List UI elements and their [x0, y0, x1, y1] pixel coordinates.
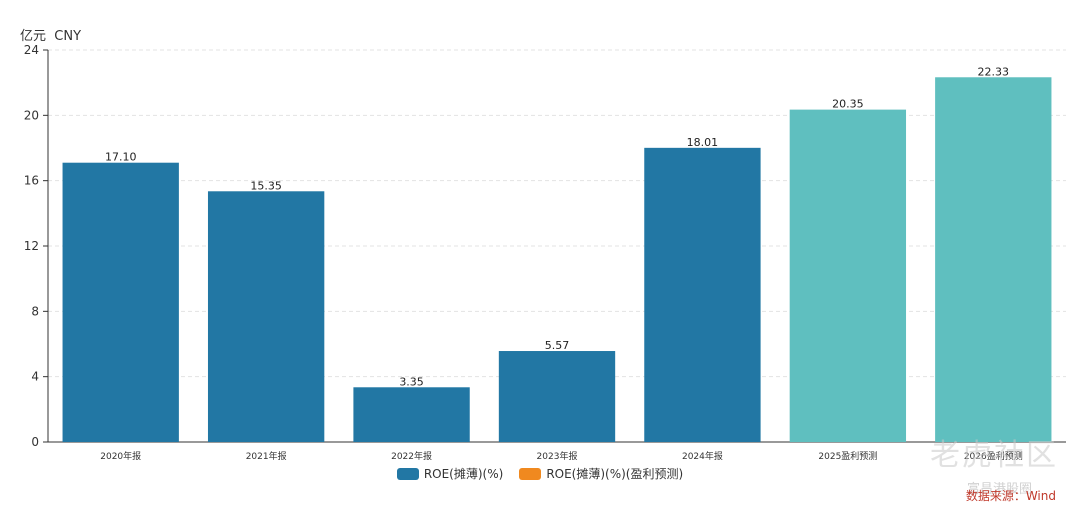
- y-tick-label: 16: [24, 174, 39, 188]
- watermark-logo: 老虎社区: [930, 438, 1058, 473]
- y-tick-label: 12: [24, 239, 39, 253]
- bar-value-label: 22.33: [978, 65, 1010, 78]
- y-tick-label: 8: [31, 304, 39, 318]
- legend-label-forecast: ROE(摊薄)(%)(盈利预测): [546, 467, 684, 481]
- y-tick-label: 4: [31, 370, 39, 384]
- unit-label: 亿元 CNY: [20, 29, 82, 44]
- legend-label-actual: ROE(摊薄)(%): [423, 467, 504, 481]
- x-tick-label: 2025盈利预测: [818, 450, 877, 462]
- bar-value-label: 15.35: [250, 179, 282, 192]
- x-tick-label: 2026盈利预测: [964, 450, 1023, 462]
- bar-value-label: 3.35: [399, 375, 424, 388]
- bar-actual: [207, 191, 325, 442]
- bar-actual: [498, 351, 616, 442]
- bar-forecast: [789, 109, 907, 442]
- y-tick-label: 20: [24, 108, 39, 122]
- bar-value-label: 18.01: [687, 136, 719, 149]
- x-tick-label: 2024年报: [682, 450, 723, 462]
- y-tick-label: 0: [31, 435, 39, 449]
- x-tick-label: 2023年报: [537, 450, 578, 462]
- x-tick-label: 2022年报: [391, 450, 432, 462]
- x-tick-label: 2021年报: [246, 450, 287, 462]
- legend-swatch-actual: [396, 467, 419, 480]
- bar-value-label: 17.10: [105, 151, 137, 164]
- watermark-sub: 富昌港股圈: [966, 482, 1032, 497]
- x-tick-label: 2020年报: [100, 450, 141, 462]
- bar-forecast: [935, 77, 1052, 442]
- legend: ROE(摊薄)(%) ROE(摊薄)(%)(盈利预测): [0, 465, 1080, 482]
- legend-item-forecast[interactable]: ROE(摊薄)(%)(盈利预测): [519, 465, 683, 482]
- y-tick-label: 24: [24, 43, 39, 57]
- bar-actual: [353, 387, 470, 442]
- data-source: 数据来源：Wind: [965, 489, 1056, 503]
- legend-item-actual[interactable]: ROE(摊薄)(%): [396, 465, 504, 482]
- bar-value-label: 5.57: [545, 339, 570, 352]
- bar-actual: [644, 147, 761, 442]
- legend-swatch-forecast: [519, 467, 542, 480]
- bar-actual: [62, 162, 179, 442]
- bar-value-label: 20.35: [832, 98, 864, 111]
